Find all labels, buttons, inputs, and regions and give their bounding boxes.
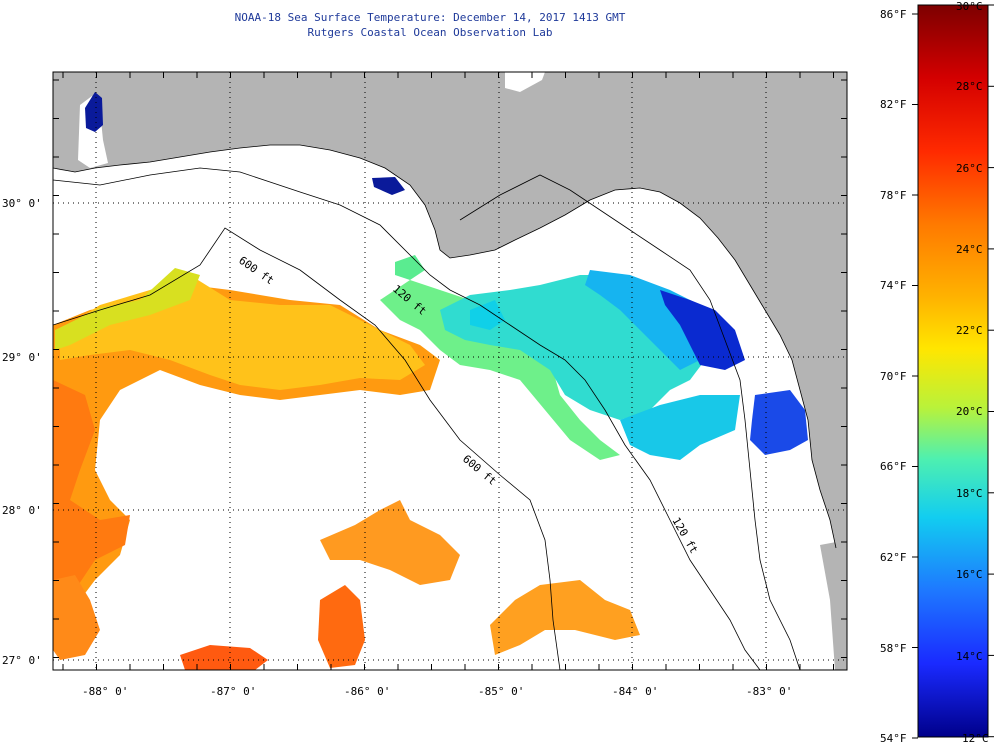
axis-ticks <box>53 72 847 670</box>
sst-blue-patch-2 <box>750 390 808 455</box>
lat-label: 27° 0' <box>2 654 42 667</box>
sst-cyan-blob <box>470 300 505 330</box>
sst-orange-patch-1 <box>320 500 460 585</box>
colorbar-c-label: 24°C <box>956 243 983 256</box>
land-mass <box>53 72 847 548</box>
colorbar <box>917 4 989 738</box>
colorbar-f-label: 74°F <box>880 279 907 292</box>
colorbar-c-label: 16°C <box>956 568 983 581</box>
map-title: NOAA-18 Sea Surface Temperature: Decembe… <box>234 11 626 24</box>
contour-shelf <box>459 174 801 670</box>
lat-label: 29° 0' <box>2 351 42 364</box>
colorbar-c-label: 30°C <box>956 0 983 13</box>
lon-label: -83° 0' <box>746 685 792 698</box>
choctawhatchee-bay-water <box>372 177 405 195</box>
colorbar-c-label: 18°C <box>956 487 983 500</box>
sst-blue-patch-1 <box>660 290 745 370</box>
lon-label: -86° 0' <box>344 685 390 698</box>
map-frame <box>52 71 848 671</box>
land-south <box>820 540 847 670</box>
colorbar-c-label: 20°C <box>956 405 983 418</box>
colorbar-f-label: 54°F <box>880 732 907 745</box>
sst-orange-patch-3 <box>490 580 640 655</box>
cloud-patch <box>505 72 545 92</box>
sst-green-patch <box>380 280 620 460</box>
colorbar-c-label: 14°C <box>956 650 983 663</box>
sst-green-blob <box>395 255 425 280</box>
lon-label: -85° 0' <box>478 685 524 698</box>
sst-yellowgreen <box>55 268 200 350</box>
colorbar-f-label: 58°F <box>880 642 907 655</box>
sst-lightblue <box>585 270 720 370</box>
colorbar-f-label: 62°F <box>880 551 907 564</box>
lon-label: -88° 0' <box>82 685 128 698</box>
lon-label: -84° 0' <box>612 685 658 698</box>
colorbar-c-label: 12°C <box>962 732 989 745</box>
colorbar-f-label: 82°F <box>880 98 907 111</box>
colorbar-f-label: 86°F <box>880 8 907 21</box>
sst-cyan-south <box>620 395 740 460</box>
colorbar-c-label: 22°C <box>956 324 983 337</box>
colorbar-f-label: 78°F <box>880 189 907 202</box>
sst-orange-south <box>53 380 130 615</box>
lon-label: -87° 0' <box>210 685 256 698</box>
mobile-bay-water <box>85 92 103 132</box>
colorbar-ticks <box>912 4 994 739</box>
contour-120ft <box>53 167 761 670</box>
colorbar-f-label: 70°F <box>880 370 907 383</box>
contour-600ft <box>53 227 561 670</box>
colorbar-c-label: 28°C <box>956 80 983 93</box>
lat-label: 28° 0' <box>2 504 42 517</box>
coastline <box>53 144 837 549</box>
lat-label: 30° 0' <box>2 197 42 210</box>
sst-orange-patch-4 <box>180 645 268 670</box>
colorbar-f-label: 66°F <box>880 460 907 473</box>
sst-orange-patch-2 <box>318 585 365 668</box>
map-subtitle: Rutgers Coastal Ocean Observation Lab <box>307 26 553 39</box>
colorbar-c-label: 26°C <box>956 162 983 175</box>
sst-orange-patch-5 <box>53 575 100 660</box>
